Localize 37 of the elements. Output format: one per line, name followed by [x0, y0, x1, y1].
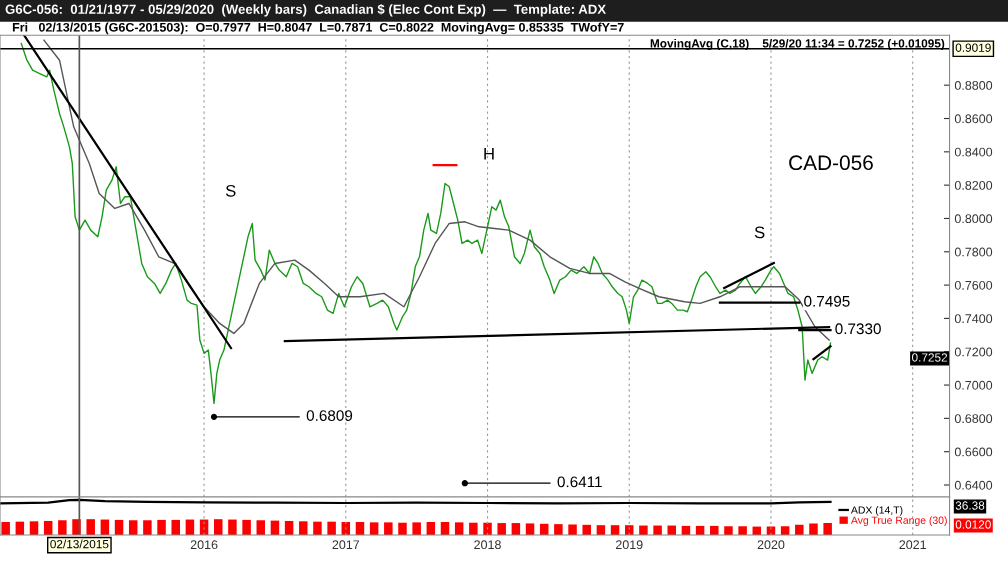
- annotation: 0.7252: [911, 353, 948, 362]
- ref-line-label: 02/13/2015: [50, 539, 109, 549]
- chart-title: G6C-056: 01/21/1977 - 05/29/2020 (Weekly bars) Canadian $ (Elec Cont Exp) — Template: ADX: [5, 3, 607, 17]
- y-tick-label: 0.7600: [954, 280, 993, 290]
- annotation: 0.6809: [306, 410, 353, 421]
- ref-line-label: 0.9019: [955, 43, 991, 52]
- chart-subtitle: Fri 02/13/2015 (G6C-201503): O=0.7977 H=0.8047 L=0.7871 C=0.8022 MovingAvg= 0.85335 TWofY=7: [12, 22, 624, 35]
- legend-label: ADX (14,T): [850, 506, 903, 516]
- x-tick-label: 2016: [190, 540, 218, 550]
- y-tick-label: 0.6400: [954, 480, 993, 490]
- annotation: S: [754, 226, 765, 239]
- annotation: 0.7495: [804, 295, 850, 307]
- y-tick-label: 0.8200: [954, 180, 993, 190]
- y-tick-label: 0.7800: [954, 247, 993, 257]
- y-tick-label: 0.8600: [954, 114, 993, 124]
- y-tick-label: 0.8800: [954, 80, 993, 90]
- x-tick-label: 2020: [757, 540, 785, 550]
- y-tick-label: 0.7400: [954, 314, 993, 324]
- y-tick-label: 0.7000: [954, 380, 993, 390]
- annotation: MovingAvg (C,18) 5/29/20 11:34 = 0.7252 (+0.01095): [650, 38, 945, 50]
- x-tick-label: 2021: [899, 540, 926, 550]
- x-tick-label: 2018: [474, 540, 501, 550]
- legend-label: Avg True Range (30): [850, 516, 947, 526]
- annotation: H: [484, 148, 494, 160]
- text: 0.0120: [955, 520, 991, 529]
- y-tick-label: 0.8000: [954, 214, 993, 224]
- annotation: 0.6411: [557, 476, 602, 488]
- y-tick-label: 0.6600: [954, 447, 993, 457]
- y-tick-label: 0.7200: [954, 347, 993, 357]
- x-tick-label: 2017: [332, 540, 360, 550]
- annotation: S: [225, 184, 236, 197]
- y-tick-label: 0.6800: [954, 414, 993, 424]
- text: 36.38: [955, 501, 985, 510]
- y-tick-label: 0.8400: [954, 147, 993, 157]
- x-tick-label: 2019: [615, 540, 643, 550]
- annotation: CAD-056: [789, 155, 873, 171]
- annotation: 0.7330: [835, 323, 881, 335]
